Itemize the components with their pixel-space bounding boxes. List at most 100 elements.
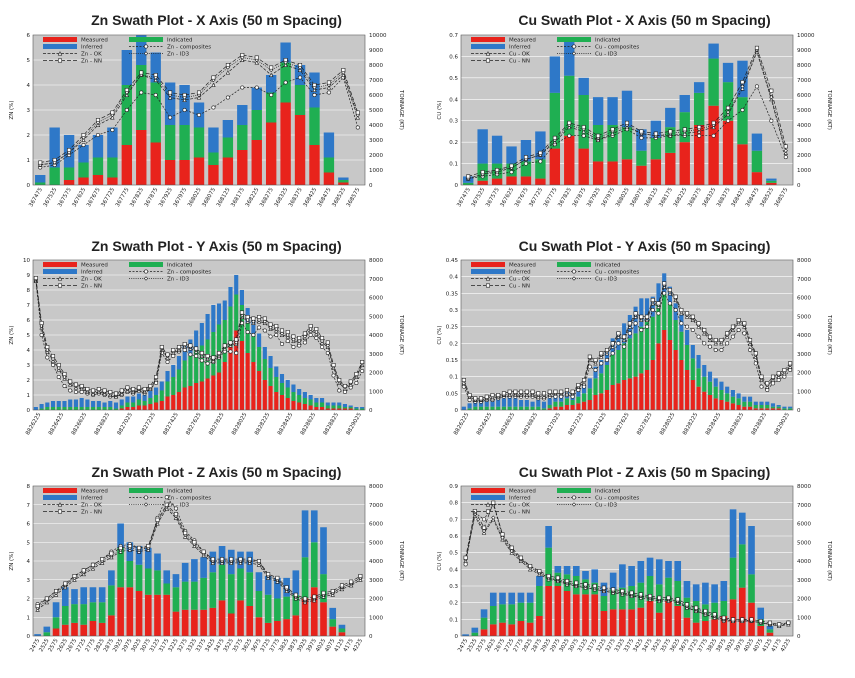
series-marker (604, 348, 609, 353)
x-tick-label: 8828025 (659, 412, 677, 437)
y2-tick-label: 7000 (369, 277, 383, 283)
plot-frame (32, 259, 366, 411)
bar-inferred (722, 62, 734, 83)
bar-indicated (52, 617, 60, 629)
series-marker (490, 393, 495, 398)
bar-inferred (331, 402, 336, 406)
bar-inferred (549, 56, 561, 93)
y2-tick-label: 8000 (369, 258, 383, 264)
bar-inferred (742, 396, 747, 402)
bar-inferred (142, 395, 147, 401)
series-marker (538, 150, 543, 155)
bar-inferred (323, 132, 335, 158)
y2-tick-label: 6000 (797, 93, 811, 99)
series-marker (165, 360, 170, 365)
series-marker (601, 585, 606, 590)
bar-inferred (205, 314, 210, 340)
series-marker (110, 115, 115, 120)
series-marker (748, 348, 753, 353)
bar-measured (348, 408, 353, 410)
bar-indicated (496, 406, 501, 410)
bar-indicated (650, 316, 655, 360)
series-marker (51, 363, 56, 368)
series-marker (466, 174, 471, 179)
bar-indicated (342, 407, 348, 409)
series-marker (312, 87, 317, 92)
legend-marker (572, 495, 577, 500)
legend-swatch (43, 37, 77, 42)
y2-tick-label: 7000 (797, 503, 811, 509)
bar-indicated (176, 369, 182, 392)
series-marker (245, 330, 250, 335)
bar-inferred (748, 396, 753, 402)
legend-swatch (471, 488, 505, 493)
bar-indicated (517, 602, 525, 621)
series-marker (222, 343, 227, 348)
bar-indicated (766, 629, 774, 633)
bar-measured (766, 632, 774, 636)
bar-indicated (621, 127, 633, 160)
series-marker (599, 361, 604, 366)
bar-inferred (737, 60, 748, 98)
series-marker (719, 348, 724, 353)
bar-inferred (78, 145, 89, 163)
bar-measured (650, 159, 662, 185)
bar-indicated (782, 408, 787, 410)
bar-inferred (131, 396, 136, 403)
series-marker (56, 375, 61, 380)
bar-indicated (564, 398, 569, 405)
bar-indicated (530, 406, 535, 410)
bar-indicated (135, 564, 143, 591)
series-marker (95, 118, 100, 123)
series-marker (268, 325, 273, 330)
bar-inferred (564, 39, 575, 76)
series-marker (610, 131, 615, 136)
bar-measured (517, 621, 525, 636)
series-marker (582, 384, 587, 389)
bar-inferred (545, 526, 552, 548)
series-marker (740, 84, 745, 89)
bar-measured (142, 405, 147, 410)
series-marker (463, 555, 468, 560)
bar-indicated (722, 82, 734, 121)
bar-indicated (164, 125, 176, 160)
bar-measured (309, 145, 320, 185)
bar-inferred (251, 320, 256, 335)
legend-label: Zn - OK (81, 503, 102, 509)
bar-inferred (607, 97, 618, 125)
series-marker (633, 311, 638, 316)
series-marker (730, 334, 735, 339)
bar-measured (554, 586, 562, 636)
series-marker (783, 150, 788, 155)
series-marker (581, 125, 586, 130)
bar-measured (193, 157, 205, 185)
series-marker (67, 148, 72, 153)
series-marker (758, 619, 763, 624)
series-marker (326, 80, 331, 85)
bar-measured (628, 609, 635, 636)
bar-indicated (604, 365, 610, 390)
legend-label: Cu - OK (509, 52, 530, 58)
legend-label: Cu - composites (595, 270, 639, 276)
legend-label: Zn - ID3 (167, 503, 190, 509)
series-marker (293, 592, 298, 597)
bar-inferred (234, 275, 239, 295)
bar-measured (696, 386, 701, 410)
series-marker (137, 545, 142, 550)
y2-tick-label: 8000 (369, 63, 383, 69)
bar-measured (591, 594, 599, 636)
series-marker (524, 389, 529, 394)
bar-inferred (508, 592, 516, 605)
bar-indicated (766, 180, 777, 183)
bar-indicated (702, 376, 707, 392)
series-marker (297, 338, 302, 344)
bar-indicated (199, 345, 204, 382)
y-tick-label: 9 (27, 273, 31, 279)
series-marker (740, 108, 745, 113)
bar-measured (274, 392, 279, 410)
bar-measured (679, 360, 684, 410)
bar-indicated (49, 167, 60, 185)
legend-swatch (43, 269, 77, 274)
bar-measured (234, 330, 239, 410)
series-line (37, 507, 361, 611)
